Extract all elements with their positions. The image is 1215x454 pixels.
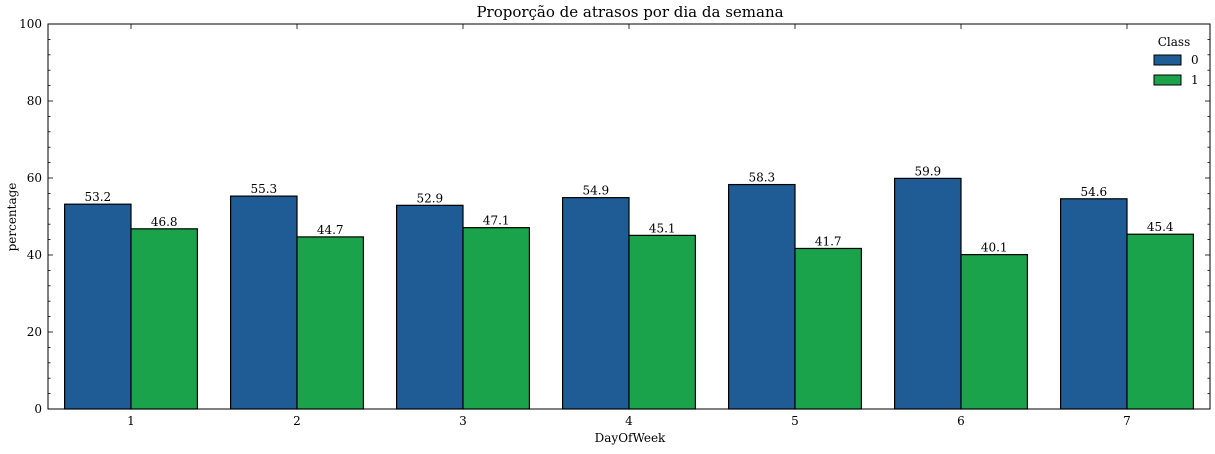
y-tick-label: 0 (34, 402, 42, 416)
bar-value-label: 45.1 (649, 221, 676, 235)
bar-value-label: 53.2 (84, 190, 111, 204)
x-tick-label: 4 (625, 414, 633, 428)
bar-value-label: 40.1 (981, 241, 1008, 255)
legend-entry-label: 0 (1191, 53, 1199, 67)
bar-labels-layer: 53.2 55.3 52.9 54.9 58.3 59.9 54.6 46.8 44.7 47.1… (84, 164, 1173, 254)
bar-series-1-cat-6 (960, 254, 1029, 410)
bar-series-0-cat-5 (727, 183, 796, 410)
x-tick-label: 7 (1123, 414, 1131, 428)
legend-entry-label: 1 (1191, 73, 1199, 87)
bar-series-1-cat-2 (296, 236, 365, 410)
bar-series-1-cat-3 (462, 227, 531, 410)
y-tick-label: 40 (27, 248, 42, 262)
bar-series-0-cat-4 (561, 197, 630, 410)
axes-layer: 0 20 40 60 80 100 1 2 3 4 5 6 7 (19, 17, 1211, 428)
bar-value-label: 54.9 (582, 184, 609, 198)
x-tick-label: 6 (957, 414, 965, 428)
x-tick-label: 5 (791, 414, 799, 428)
y-tick-label: 60 (27, 171, 42, 185)
bar-series-0-cat-2 (230, 195, 298, 410)
bar-series-0-cat-3 (396, 204, 464, 410)
x-tick-label: 3 (459, 414, 467, 428)
y-tick-label: 100 (19, 17, 42, 31)
legend-swatch-1 (1153, 74, 1182, 86)
bar-value-label: 58.3 (748, 171, 775, 185)
bar-series-1-cat-5 (794, 247, 863, 410)
bar-value-label: 55.3 (250, 182, 277, 196)
legend-swatch-0 (1153, 54, 1182, 66)
legend-title: Class (1158, 35, 1191, 49)
y-tick-label: 20 (27, 325, 42, 339)
y-axis-label: percentage (5, 183, 19, 252)
chart-title: Proporção de atrasos por dia da semana (476, 3, 783, 21)
bar-value-label: 46.8 (151, 215, 178, 229)
bar-series-0-cat-6 (893, 177, 962, 410)
x-axis-label: DayOfWeek (595, 431, 666, 445)
x-tick-label: 2 (293, 414, 301, 428)
bar-value-label: 47.1 (483, 214, 510, 228)
bar-value-label: 44.7 (317, 223, 344, 237)
bar-series-0-cat-7 (1059, 198, 1128, 410)
bar-series-1-cat-4 (628, 234, 697, 410)
bar-series-0-cat-1 (63, 203, 132, 410)
bar-value-label: 41.7 (815, 234, 842, 248)
bar-value-label: 54.6 (1080, 185, 1107, 199)
bar-value-label: 59.9 (914, 164, 941, 178)
bar-value-label: 52.9 (416, 191, 443, 205)
bar-series-1-cat-1 (130, 228, 199, 410)
y-tick-label: 80 (27, 94, 42, 108)
legend: Class 0 1 (1153, 35, 1199, 87)
x-tick-label: 1 (127, 414, 135, 428)
bar-value-label: 45.4 (1147, 220, 1174, 234)
bars-layer (63, 177, 1195, 410)
bar-series-1-cat-7 (1126, 233, 1195, 410)
